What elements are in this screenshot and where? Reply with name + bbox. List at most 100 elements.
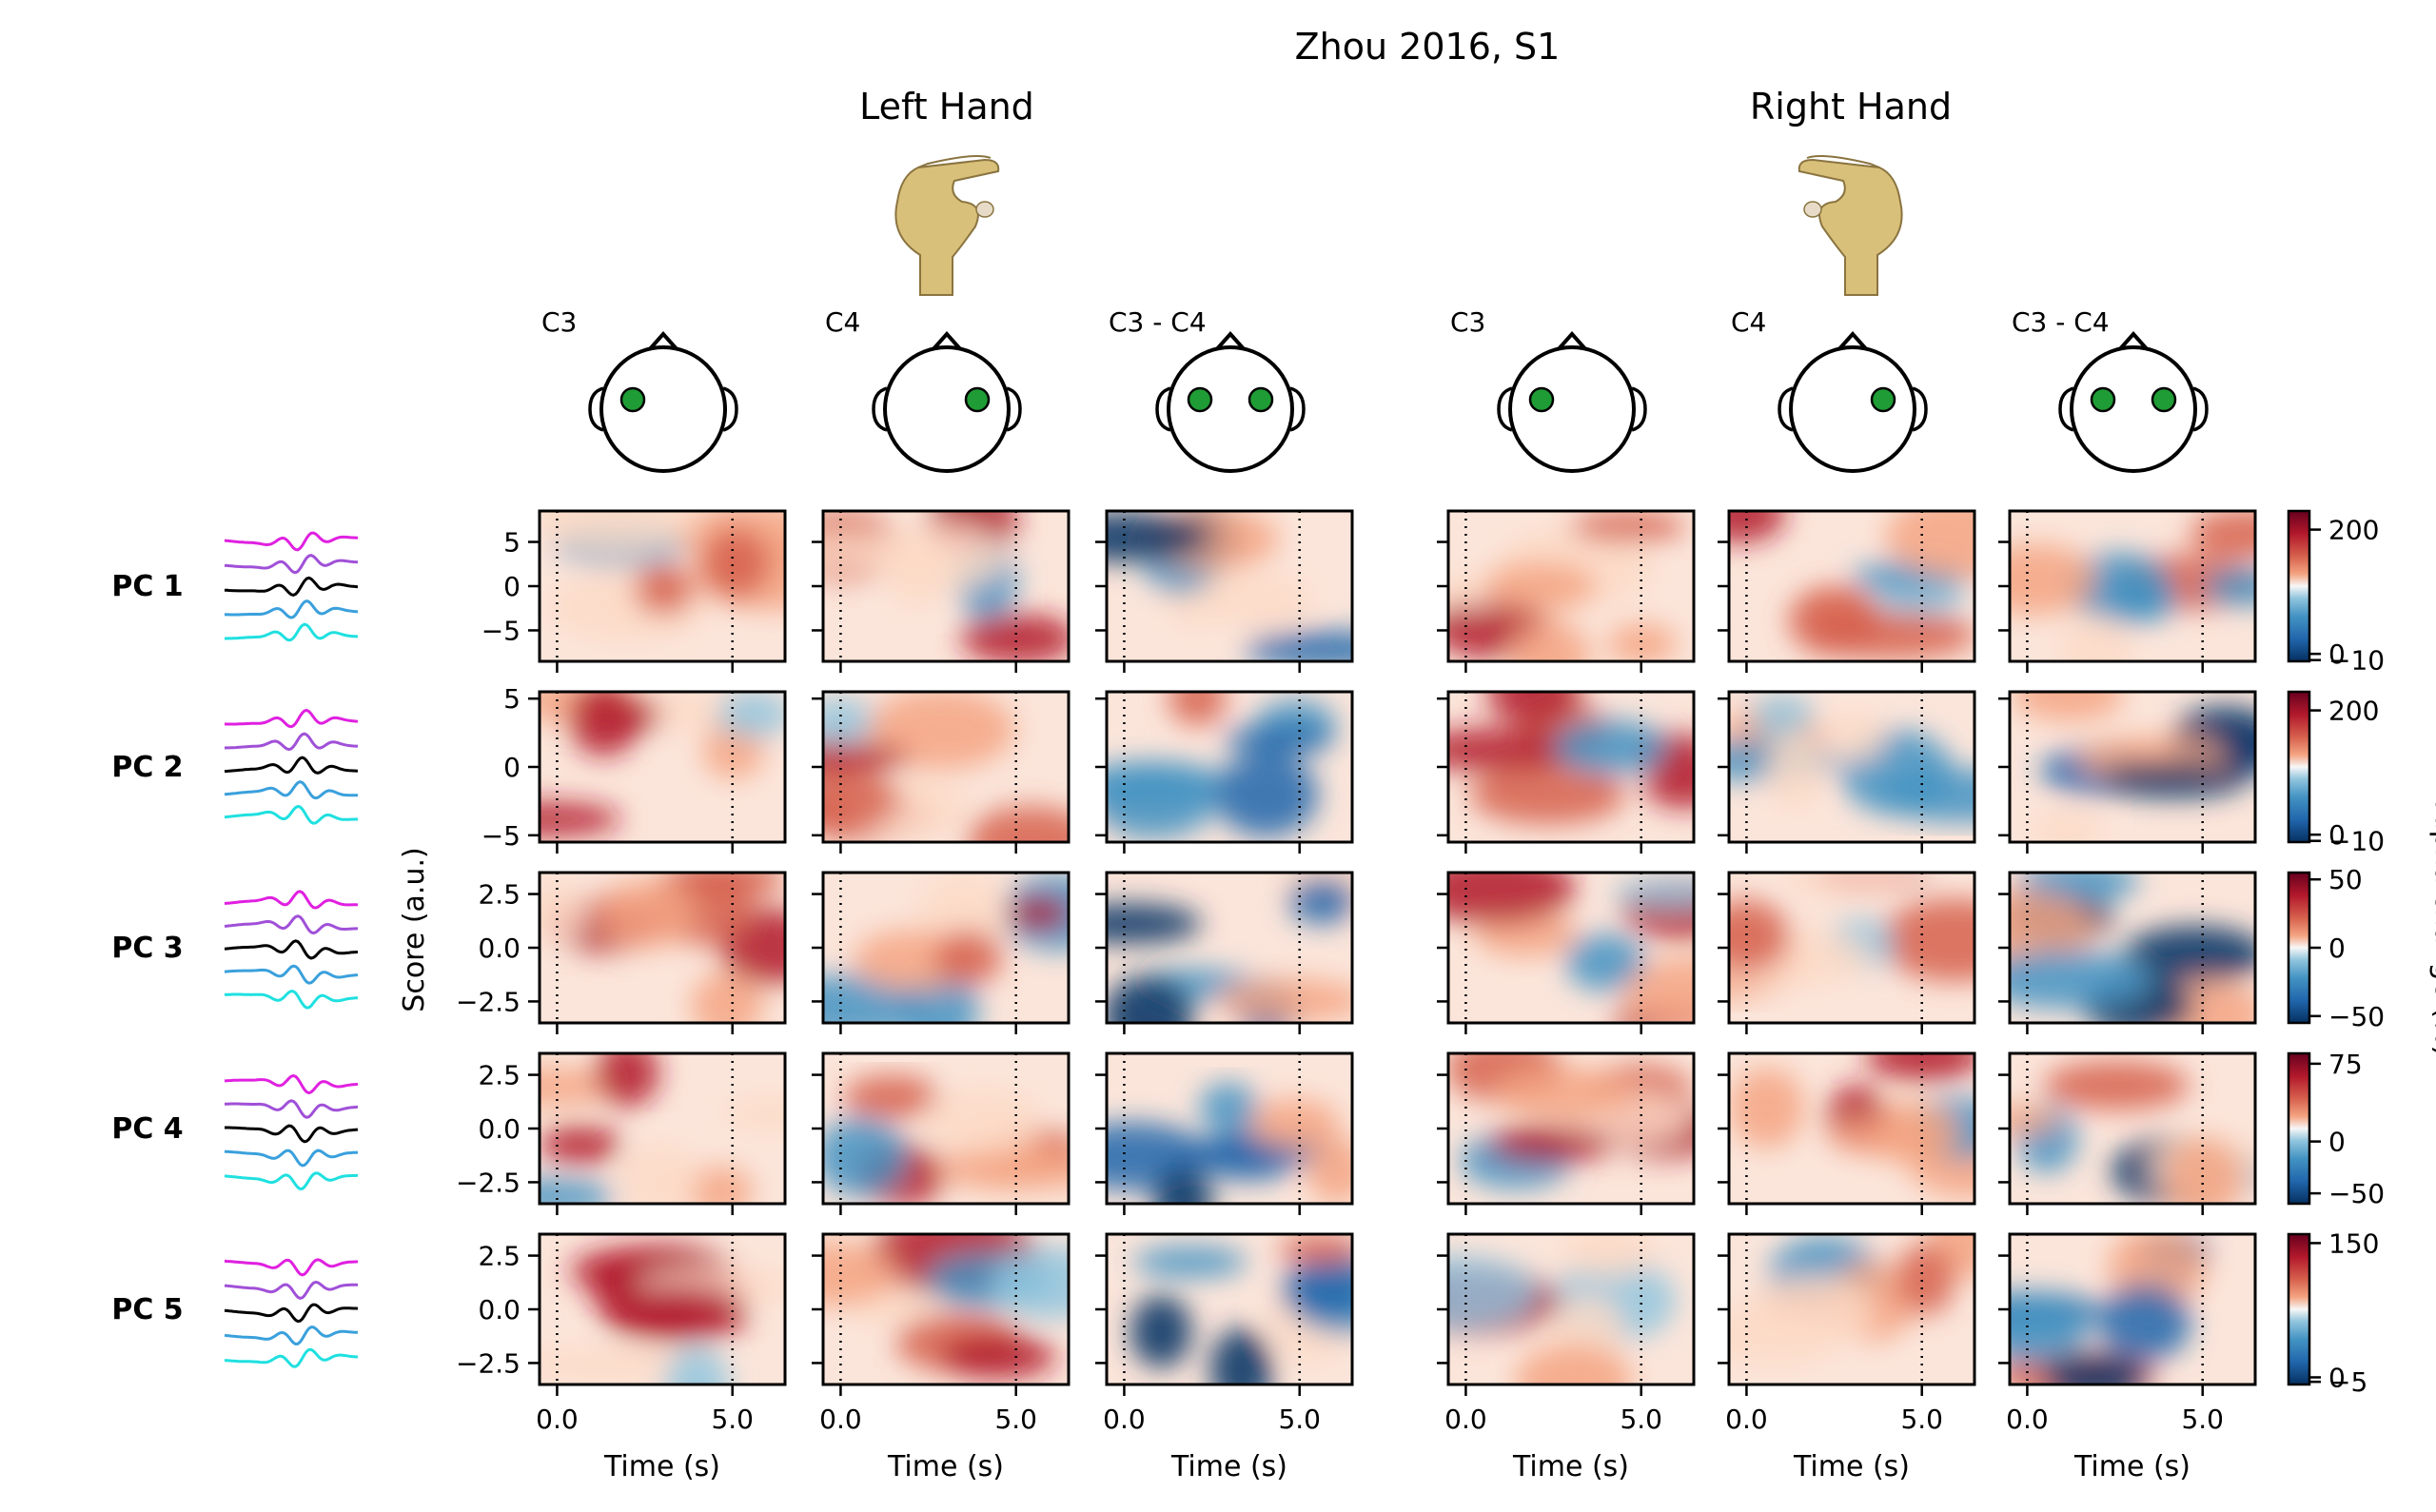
heatmap-blob [922, 1088, 1042, 1155]
heatmap-blob [823, 1242, 899, 1306]
nose-mark [1213, 330, 1247, 353]
heatmap-blob [2013, 692, 2124, 721]
heatmap-blob [2162, 1137, 2244, 1204]
waveform-trace [224, 990, 359, 1010]
head-diagram [872, 330, 1022, 473]
heatmap-blob [1152, 1168, 1213, 1204]
y-tick-label: 0.0 [478, 1294, 521, 1325]
heatmap-blob [2060, 612, 2132, 661]
y-tick-label: 5 [503, 683, 521, 715]
heatmap-blob [2043, 1061, 2190, 1110]
electrode-dot [2090, 386, 2116, 413]
heatmap-blob [619, 1143, 700, 1204]
heatmap-panel [1095, 1051, 1354, 1215]
heatmap-blob [1879, 898, 1974, 982]
head-diagram [2058, 330, 2209, 473]
heatmap-blob [967, 806, 1069, 842]
heatmap-panel [812, 871, 1071, 1034]
colorbar: 200 0−10 [2287, 509, 2385, 677]
column-label: C3 [541, 306, 577, 338]
waveform-trace [224, 599, 359, 619]
heatmap-blob [1306, 1137, 1352, 1204]
x-tick-label: 0.0 [1103, 1404, 1146, 1435]
heatmap-panel [1718, 509, 1976, 673]
heatmap-blob [1562, 1234, 1654, 1279]
nose-mark [1836, 330, 1870, 353]
heatmap-panel: 0.0 5.0 Time (s) [1998, 1232, 2257, 1483]
heatmap-panel [812, 1051, 1071, 1215]
waveform-trace [224, 779, 359, 800]
heatmap-blob [1215, 979, 1352, 1022]
head-outline [1508, 345, 1636, 473]
right-ear-mark [1912, 386, 1928, 432]
heatmap-panel: 0.0 5.0 Time (s) [1718, 1232, 1976, 1483]
y-tick-label: 0.0 [478, 933, 521, 964]
x-tick-label: 5.0 [2181, 1404, 2224, 1435]
nose-mark [930, 330, 964, 353]
waveform-trace [225, 1099, 359, 1119]
heatmap-blob [601, 1285, 750, 1343]
colorbar-tick-label: −10 [2328, 826, 2385, 857]
column-label: C3 - C4 [1109, 306, 1207, 338]
y-tick-label: 2.5 [478, 1060, 521, 1091]
head-diagram [1155, 330, 1306, 473]
waveform-trace [224, 1280, 358, 1300]
heatmap-blob [2010, 1105, 2060, 1134]
heatmap-panel: 5 0 −5 [481, 683, 787, 854]
x-tick-label: 5.0 [1900, 1404, 1943, 1435]
y-tick-label: 2.5 [478, 879, 521, 911]
colorbar-label: Alpha change (%) [2428, 803, 2436, 1057]
heatmap-panel [1437, 509, 1696, 673]
waveform-trace [224, 939, 359, 960]
heatmap-blob [2190, 511, 2255, 558]
heatmap-blob [1287, 876, 1352, 925]
x-axis-label: Time (s) [1512, 1450, 1629, 1483]
left-ear-mark [1155, 386, 1171, 432]
colorbar-tick-label: 0 [2328, 1362, 2346, 1393]
heatmap-blob [933, 1147, 1069, 1190]
heatmap-blob [691, 972, 764, 1023]
heatmap-blob [1885, 511, 1974, 579]
heatmap-blob [568, 692, 639, 756]
waveform-trace [225, 1124, 359, 1144]
heatmap-blob [1488, 1126, 1615, 1163]
row-label: PC 5 [111, 1293, 183, 1326]
heatmap-blob [1448, 727, 1581, 772]
x-tick-label: 0.0 [2006, 1404, 2049, 1435]
heatmap-panel: 5 0 −5 [481, 509, 787, 673]
right-ear-mark [722, 386, 738, 432]
heatmap-blob [1107, 975, 1195, 1023]
heatmap-blob [2030, 810, 2105, 842]
heatmap-panel: 0.0 5.0 Time (s) [812, 1232, 1071, 1483]
heatmap-blob [1766, 732, 1825, 809]
column-label: C3 [1450, 306, 1485, 338]
heatmap-blob [1469, 764, 1626, 825]
waveform-trace [224, 1171, 358, 1191]
heatmap-blob [1565, 933, 1645, 992]
heatmap-blob [682, 1166, 754, 1204]
heatmap-panel [1998, 690, 2257, 854]
colorbar-tick-label: 75 [2328, 1049, 2363, 1080]
colorbar-tick-label: 200 [2328, 696, 2379, 727]
heatmap-blob [934, 929, 1003, 986]
heatmap-blob [2010, 890, 2095, 965]
heatmap-blob [1515, 1344, 1633, 1384]
row-label: PC 1 [111, 570, 183, 603]
waveform-trace [224, 576, 359, 597]
electrode-dot [1187, 386, 1213, 413]
colorbar: 150 0−5 [2287, 1227, 2379, 1398]
waveform-trace [224, 914, 358, 935]
heatmap-blob [823, 772, 901, 828]
heatmap-blob [1623, 957, 1694, 1023]
colorbar: 200 0−10 [2287, 690, 2385, 857]
heatmap-panel [1718, 871, 1976, 1034]
heatmap-panel [1998, 1051, 2257, 1215]
electrode-head-diagrams: C3 C4 C3 - C4 C3 C4 C3 - C4 [541, 306, 2209, 473]
colorbar-tick-label: −10 [2328, 645, 2385, 677]
left-ear-mark [1497, 386, 1513, 432]
x-tick-label: 0.0 [1444, 1404, 1487, 1435]
row-label: PC 3 [111, 932, 183, 965]
colorbar-gradient [2287, 1232, 2311, 1386]
heatmap-blob [721, 1096, 785, 1131]
